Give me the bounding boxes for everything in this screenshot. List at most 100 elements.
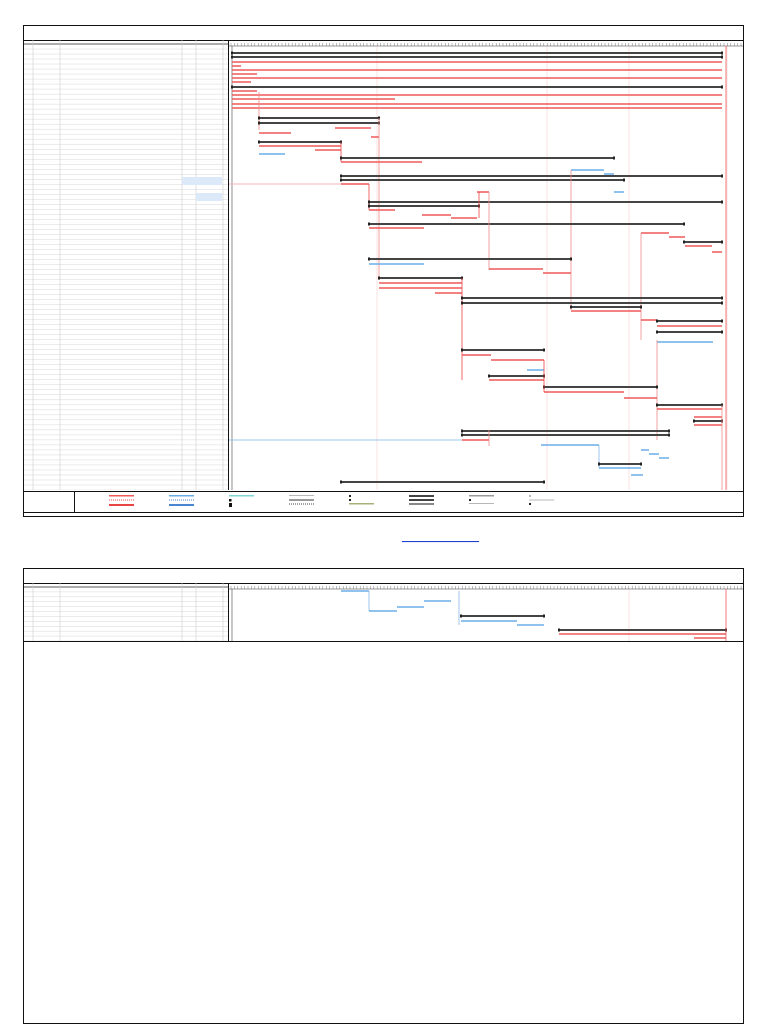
task-bar [604,173,614,175]
summary-end-cap [258,116,260,120]
critical-bar [657,325,722,327]
summary-end-cap [231,51,233,55]
critical-bar [624,397,657,399]
critical-bar [232,103,722,105]
critical-bar [259,132,291,134]
page-header [24,569,743,584]
summary-end-cap [683,222,685,226]
critical-bar [379,282,462,284]
critical-bar [335,127,371,129]
summary-bar [462,430,669,432]
summary-end-cap [543,480,545,484]
summary-end-cap [683,240,685,244]
summary-end-cap [461,301,463,305]
critical-bar [477,191,489,193]
critical-bar [694,416,722,418]
task-bar [657,341,713,343]
legend-inactive-task [229,495,254,497]
page-footer-link[interactable]: ______________ [402,532,480,542]
summary-bar [232,86,722,88]
legend-summary-bar [409,503,434,505]
task-bar [571,169,604,171]
task-table-grid [24,583,229,641]
task-bar [541,444,599,446]
legend-critical-task [109,495,134,497]
summary-end-cap [721,51,723,55]
critical-bar [491,359,544,361]
summary-end-cap [693,419,695,423]
task-bar [599,467,641,469]
link-line [229,439,462,441]
summary-bar [462,349,544,351]
summary-end-cap [721,330,723,334]
critical-bar [571,310,641,312]
summary-end-cap [340,156,342,160]
legend-manual-task [349,503,374,505]
summary-end-cap [721,319,723,323]
summary-bar [341,175,722,177]
summary-bar [341,179,624,181]
summary-end-cap [340,480,342,484]
summary-bar [259,117,379,119]
summary-end-cap [721,296,723,300]
critical-bar [232,90,257,92]
gantt-chart-canvas [229,43,743,490]
critical-bar [543,272,571,274]
critical-bar [259,145,341,147]
summary-end-cap [368,222,370,226]
summary-end-cap [460,614,462,618]
summary-end-cap [721,301,723,305]
summary-end-cap [623,178,625,182]
summary-bar [341,481,544,483]
summary-end-cap [258,140,260,144]
summary-end-cap [558,628,560,632]
summary-end-cap [721,200,723,204]
summary-bar [462,297,722,299]
task-table-grid [24,40,229,490]
task-bar [424,600,451,602]
legend-milestone [229,503,232,507]
summary-bar [461,615,544,617]
critical-bar [669,236,685,238]
summary-end-cap [598,462,600,466]
critical-bar [232,98,395,100]
critical-bar [232,94,722,96]
task-bar [631,474,643,476]
legend-summary-bar [409,495,434,497]
critical-bar [341,161,422,163]
task-bar [527,369,544,371]
task-bar [649,453,659,455]
page-header [24,26,743,41]
summary-end-cap [543,614,545,618]
critical-bar [544,391,624,393]
summary-bar [369,201,722,203]
critical-bar [232,73,257,75]
summary-end-cap [656,385,658,389]
summary-bar [369,205,479,207]
summary-end-cap [258,121,260,125]
legend [24,491,743,513]
legend-marker [529,495,531,497]
summary-bar [559,629,726,631]
summary-end-cap [640,462,642,466]
legend-task [169,495,194,497]
critical-bar [657,408,722,410]
summary-end-cap [231,85,233,89]
legend-marker [349,499,351,501]
critical-bar [641,232,669,234]
summary-bar [369,258,571,260]
critical-bar [369,209,395,211]
summary-end-cap [721,174,723,178]
task-bar [659,457,669,459]
gantt-chart [229,40,743,490]
critical-bar [462,439,489,441]
legend-project-summary [289,499,314,501]
task-bar [259,153,285,155]
task-bar [461,620,517,622]
gantt-chart [229,583,743,641]
critical-bar [435,292,462,294]
summary-end-cap [340,178,342,182]
summary-end-cap [231,55,233,59]
critical-bar [315,149,341,151]
task-bar [369,610,397,612]
